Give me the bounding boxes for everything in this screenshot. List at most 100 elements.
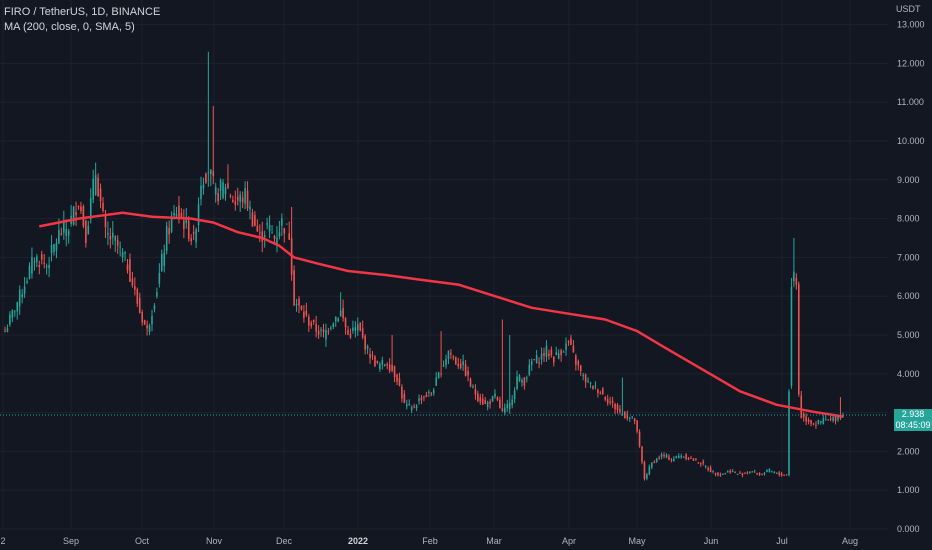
candle-body	[195, 229, 197, 243]
candle-body	[687, 458, 690, 460]
candle-body	[283, 228, 286, 234]
candle-body	[646, 474, 648, 479]
candle-body	[271, 232, 273, 234]
candle-body	[751, 471, 754, 473]
candle-body	[707, 468, 709, 470]
candle-body	[18, 289, 21, 307]
candle-body	[138, 297, 141, 313]
candle-body	[653, 462, 656, 464]
candle-body	[489, 401, 491, 404]
candle-body	[724, 473, 727, 475]
candle-body	[589, 382, 592, 384]
candle-body	[48, 264, 50, 269]
candle-body	[121, 252, 124, 258]
candle-body	[112, 232, 114, 238]
candle-body	[726, 471, 729, 473]
candle-body	[82, 206, 85, 227]
candle-body	[185, 218, 188, 224]
candle-body	[21, 294, 23, 298]
candle-body	[643, 462, 646, 479]
candle-body	[403, 393, 406, 403]
candle-body	[766, 470, 768, 472]
candle-body	[450, 352, 452, 355]
candle-body	[692, 458, 695, 461]
moving-average-line	[39, 211, 844, 418]
candle-body	[337, 318, 339, 322]
candle-body	[749, 471, 751, 474]
candle-body	[575, 355, 577, 365]
candle-body	[396, 374, 398, 382]
candle-body	[153, 305, 156, 310]
candle-body	[778, 472, 780, 475]
candle-body	[800, 395, 803, 418]
candle-body	[609, 401, 611, 403]
candle-body	[131, 278, 134, 286]
candle-body	[163, 252, 166, 267]
candle-body	[741, 473, 744, 476]
candle-body	[359, 322, 362, 331]
candle-body	[207, 172, 210, 174]
candle-body	[820, 420, 822, 423]
x-tick-label: Apr	[562, 536, 576, 546]
candle-body	[435, 377, 437, 386]
candle-body	[457, 364, 460, 367]
candle-body	[641, 446, 643, 463]
candle-body	[259, 232, 261, 234]
candle-body	[432, 390, 435, 394]
candle-body	[636, 420, 638, 432]
candle-body	[300, 305, 303, 310]
candle-body	[99, 188, 102, 202]
candle-body	[545, 345, 548, 357]
candle-body	[175, 213, 178, 216]
candle-body	[36, 256, 38, 263]
candle-body	[212, 171, 215, 177]
candle-body	[210, 169, 212, 175]
x-tick-label: Jul	[776, 536, 788, 546]
candle-body	[606, 399, 609, 404]
candle-body	[572, 345, 575, 353]
candle-body	[249, 206, 251, 210]
candle-body	[134, 286, 136, 290]
candle-body	[232, 199, 234, 202]
candle-body	[494, 393, 496, 397]
candle-body	[474, 389, 477, 395]
candle-body	[31, 257, 33, 274]
candle-body	[481, 398, 484, 405]
candle-body	[736, 473, 739, 475]
candle-body	[626, 413, 629, 419]
candle-body	[288, 233, 290, 240]
candle-body	[447, 350, 450, 359]
candle-body	[173, 212, 175, 216]
candle-body	[322, 329, 325, 333]
candle-body	[780, 473, 783, 476]
candle-body	[366, 346, 369, 349]
candle-body	[802, 413, 805, 418]
candle-body	[798, 284, 800, 395]
candle-body	[347, 329, 349, 335]
x-tick-label: Feb	[422, 536, 438, 546]
candle-body	[521, 380, 523, 383]
candle-body	[462, 361, 464, 365]
indicator-label[interactable]: MA (200, close, 0, SMA, 5)	[4, 21, 135, 33]
candle-body	[14, 311, 16, 313]
symbol-title[interactable]: FIRO / TetherUS, 1D, BINANCE	[4, 6, 161, 18]
candle-body	[827, 419, 829, 421]
candle-body	[695, 458, 697, 460]
candle-body	[464, 364, 467, 377]
candle-body	[141, 311, 143, 323]
candle-body	[183, 220, 185, 230]
candle-body	[114, 236, 117, 241]
candle-body	[731, 471, 734, 473]
candle-body	[533, 359, 535, 361]
candle-body	[665, 455, 668, 458]
candle-body	[829, 418, 832, 420]
candle-body	[553, 356, 555, 363]
candle-body	[739, 472, 741, 474]
candle-body	[124, 252, 126, 254]
candle-body	[310, 322, 313, 327]
last-price-tag: 2.938 08:45:09	[894, 409, 932, 431]
candle-body	[579, 365, 582, 371]
candle-body	[459, 363, 462, 368]
candle-body	[621, 413, 624, 416]
